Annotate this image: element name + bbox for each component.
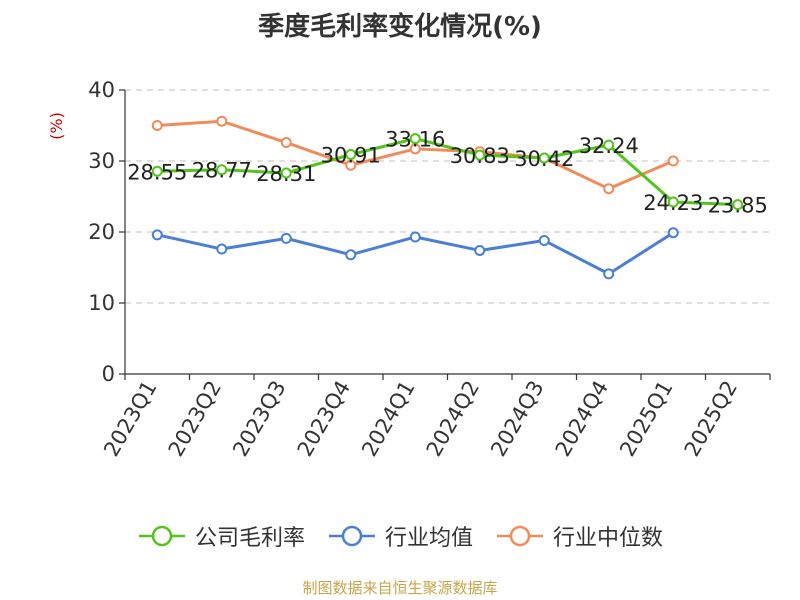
data-point: [345, 249, 357, 261]
x-tick-label: 2023Q4: [293, 377, 355, 461]
y-tick-label: 0: [102, 362, 115, 386]
data-point: [280, 167, 292, 179]
series-line: [155, 137, 740, 207]
legend-label: 行业中位数: [553, 526, 664, 551]
data-point: [151, 229, 163, 241]
data-point: [538, 152, 550, 164]
data-label: 24.23: [643, 191, 703, 215]
y-axis-label: (%): [47, 112, 66, 140]
legend-item[interactable]: 行业中位数: [495, 520, 663, 552]
data-point: [667, 227, 679, 239]
x-tick-label: 2025Q1: [615, 377, 677, 461]
data-label: 23.85: [708, 194, 768, 218]
data-point: [603, 139, 615, 151]
y-tick-label: 20: [88, 220, 115, 244]
data-point: [280, 232, 292, 244]
data-point: [474, 244, 486, 256]
y-tick-label: 10: [88, 291, 115, 315]
data-point: [603, 268, 615, 280]
data-point: [667, 196, 679, 208]
x-tick-label: 2024Q3: [486, 377, 548, 461]
legend-label: 公司毛利率: [194, 526, 305, 551]
data-label: 30.91: [321, 144, 381, 168]
source-note: 制图数据来自恒生聚源数据库: [302, 579, 498, 597]
legend-swatch: [497, 525, 543, 547]
legend-marker: [151, 525, 173, 547]
data-point: [603, 183, 615, 195]
data-point: [732, 199, 744, 211]
legend-label: 行业均值: [384, 526, 473, 551]
data-label: 30.42: [514, 147, 574, 171]
data-point: [409, 133, 421, 145]
data-point: [538, 235, 550, 247]
legend: 公司毛利率 行业均值 行业中位数: [0, 520, 800, 552]
data-point: [474, 149, 486, 161]
data-label: 28.77: [192, 159, 252, 183]
data-point: [151, 120, 163, 131]
data-point: [216, 164, 228, 176]
legend-marker: [509, 525, 531, 547]
data-point: [409, 231, 421, 243]
data-point: [216, 243, 228, 255]
data-label: 32.24: [579, 134, 639, 158]
x-tick-label: 2023Q1: [99, 377, 161, 461]
data-point: [345, 149, 357, 161]
legend-item[interactable]: 行业均值: [327, 520, 473, 552]
legend-marker: [341, 525, 363, 547]
x-tick-label: 2024Q1: [357, 377, 419, 461]
data-label: 30.83: [450, 144, 510, 168]
legend-swatch: [328, 525, 375, 547]
data-label: 28.55: [127, 160, 187, 184]
y-tick-label: 40: [88, 78, 115, 102]
x-tick-label: 2025Q2: [680, 377, 742, 461]
data-point: [409, 143, 421, 155]
data-label: 28.31: [256, 162, 316, 186]
x-tick-label: 2024Q4: [551, 377, 613, 461]
x-tick-label: 2024Q2: [422, 377, 484, 461]
data-point: [151, 165, 163, 177]
data-point: [667, 155, 679, 167]
data-point: [280, 137, 292, 149]
x-tick-label: 2023Q2: [164, 377, 226, 461]
chart-title: 季度毛利率变化情况(%): [258, 12, 542, 42]
x-tick-label: 2023Q3: [228, 377, 290, 461]
legend-item[interactable]: 公司毛利率: [137, 520, 305, 552]
data-point: [216, 115, 228, 127]
y-tick-label: 30: [88, 149, 115, 173]
legend-swatch: [138, 525, 185, 547]
data-point: [345, 159, 357, 171]
data-label: 33.16: [385, 128, 445, 152]
